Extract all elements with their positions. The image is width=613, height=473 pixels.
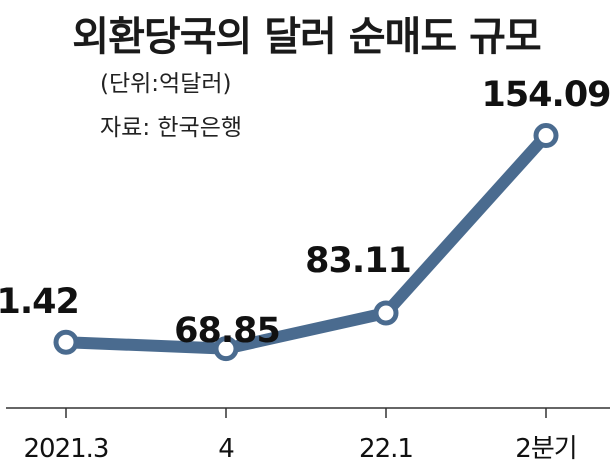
data-point <box>533 123 559 149</box>
x-tick-label: 2분기 <box>515 434 576 464</box>
data-label: 83.11 <box>305 241 411 281</box>
series-line-layer <box>60 129 552 355</box>
data-point <box>373 300 399 326</box>
source-note: 자료: 한국은행 <box>100 115 243 141</box>
x-axis <box>6 407 610 418</box>
data-point <box>213 336 239 362</box>
unit-note: (단위:억달러) <box>100 71 232 97</box>
chart-title: 외환당국의 달러 순매도 규모 <box>72 14 541 60</box>
series-line <box>60 129 552 355</box>
data-labels: 71.42 68.85 83.11 154.09 <box>0 75 612 351</box>
data-label: 154.09 <box>481 75 610 115</box>
x-tick-labels: 2021.3 4 22.1 2분기 <box>24 434 578 464</box>
x-tick-label: 2021.3 <box>24 434 109 464</box>
x-tick-label: 4 <box>218 434 234 464</box>
data-point <box>53 329 79 355</box>
data-points <box>53 123 559 362</box>
data-label: 68.85 <box>174 311 280 351</box>
data-label: 71.42 <box>0 282 79 322</box>
x-tick-label: 22.1 <box>359 434 413 464</box>
